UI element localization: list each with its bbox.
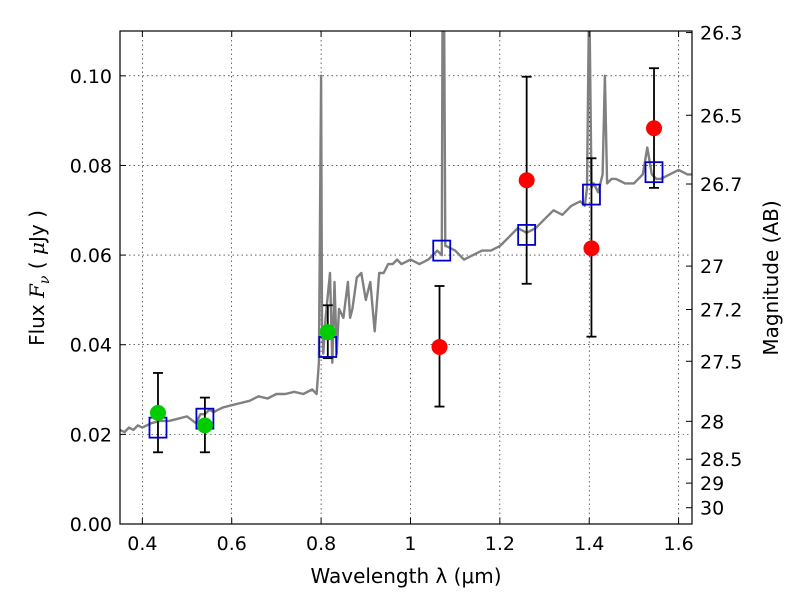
y-tick-label: 0.08	[70, 155, 112, 177]
y-tick-label: 0.06	[70, 245, 112, 267]
spectrum-line	[120, 31, 692, 434]
observed-point	[196, 417, 213, 434]
y-tick-label: 0.04	[70, 335, 112, 357]
right-tick-label: 28	[700, 411, 724, 433]
observed-point	[319, 324, 336, 341]
y-tick-label: 0.02	[70, 424, 112, 446]
model-point	[644, 161, 664, 184]
x-axis-title: Wavelength λ (μm)	[310, 564, 501, 588]
spectrum-layer	[120, 31, 692, 434]
observed-point	[431, 338, 448, 355]
y-axis-title: Flux Fν ( μJy )	[25, 210, 53, 346]
model-point	[582, 183, 601, 206]
observed-point	[518, 172, 535, 189]
right-tick-label: 26.7	[700, 174, 742, 196]
axis-ticks: 0.4 0.6 0.8 1 1.2 1.4 1.6 0.00 0.02 0.04 0.06 0.08 0…	[70, 23, 743, 555]
right-tick-label: 28.5	[700, 449, 742, 471]
observed-point	[149, 404, 166, 421]
x-tick-label: 0.6	[217, 533, 247, 555]
right-tick-label: 27.2	[700, 299, 742, 321]
observed-point	[583, 240, 600, 257]
right-tick-label: 26.3	[700, 23, 742, 45]
right-tick-label: 30	[700, 498, 724, 520]
x-tick-label: 0.8	[306, 533, 336, 555]
right-tick-label: 26.5	[700, 105, 742, 127]
right-tick-label: 27	[700, 256, 724, 278]
right-tick-label: 29	[700, 473, 724, 495]
x-tick-label: 1.4	[574, 533, 604, 555]
x-tick-label: 0.4	[127, 533, 157, 555]
y-tick-label: 0.00	[70, 514, 112, 536]
right-tick-label: 27.5	[700, 351, 742, 373]
model-point	[432, 239, 452, 262]
x-tick-label: 1	[404, 533, 416, 555]
model-point	[517, 224, 537, 246]
x-tick-label: 1.2	[485, 533, 515, 555]
plot-frame	[119, 30, 693, 525]
right-axis-title: Magnitude (AB)	[759, 200, 783, 355]
observed-point-layer	[149, 120, 663, 434]
observed-point	[646, 120, 663, 137]
x-tick-label: 1.6	[663, 533, 693, 555]
plot-area	[120, 31, 692, 524]
y-tick-label: 0.10	[70, 66, 112, 88]
